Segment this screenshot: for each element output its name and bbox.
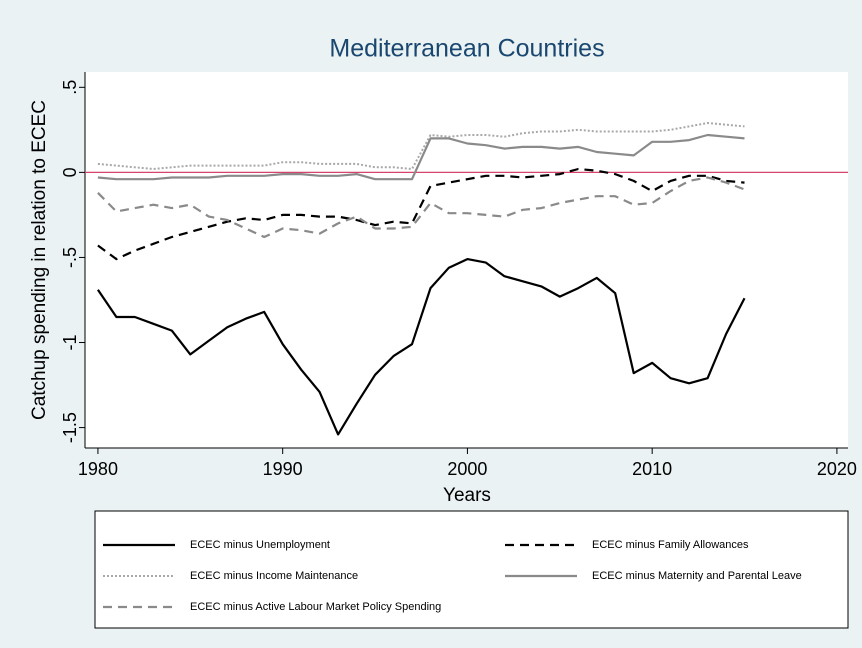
series-line bbox=[97, 167, 745, 261]
y-tick-label: 0 bbox=[60, 167, 80, 177]
series-line bbox=[96, 258, 746, 436]
x-axis-label: Years bbox=[443, 485, 491, 506]
legend-label: ECEC minus Family Allowances bbox=[592, 539, 749, 551]
x-tick-label: 2010 bbox=[632, 459, 672, 479]
legend-box bbox=[94, 510, 849, 629]
x-tick-label: 1980 bbox=[78, 459, 118, 479]
chart-title: Mediterranean Countries bbox=[329, 35, 604, 63]
y-tick-label: -1 bbox=[60, 335, 80, 351]
x-tick-label: 1990 bbox=[263, 459, 303, 479]
legend-label: ECEC minus Income Maintenance bbox=[190, 570, 358, 582]
legend-label: ECEC minus Active Labour Market Policy S… bbox=[190, 601, 441, 613]
legend-label: ECEC minus Unemployment bbox=[190, 539, 330, 551]
y-tick-label: -1.5 bbox=[60, 412, 80, 443]
legend-label: ECEC minus Maternity and Parental Leave bbox=[592, 570, 802, 582]
y-tick-label: -.5 bbox=[60, 247, 80, 268]
series-line bbox=[97, 122, 745, 170]
x-tick-label: 2000 bbox=[447, 459, 487, 479]
y-tick-label: .5 bbox=[60, 80, 80, 95]
x-tick-label: 2020 bbox=[817, 459, 857, 479]
y-axis-label: Catchup spending in relation to ECEC bbox=[29, 100, 50, 420]
series-line bbox=[97, 133, 745, 181]
